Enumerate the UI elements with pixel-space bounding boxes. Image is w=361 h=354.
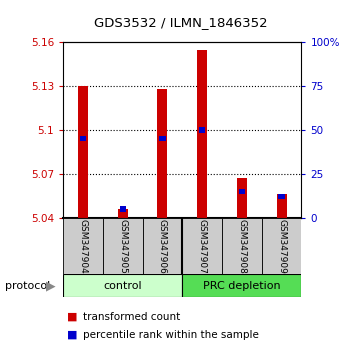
Bar (262, 218, 301, 274)
Bar (159, 136, 166, 142)
Bar (63, 274, 182, 297)
Bar (237, 178, 247, 218)
Text: control: control (104, 281, 142, 291)
Text: ■: ■ (67, 312, 77, 322)
Bar (143, 218, 182, 274)
Text: GSM347905: GSM347905 (118, 218, 127, 274)
Text: PRC depletion: PRC depletion (203, 281, 281, 291)
Bar (119, 206, 126, 212)
Bar (239, 189, 245, 194)
Text: GSM347904: GSM347904 (79, 219, 87, 273)
Text: protocol: protocol (5, 281, 51, 291)
Text: GDS3532 / ILMN_1846352: GDS3532 / ILMN_1846352 (94, 17, 267, 29)
Text: GSM347907: GSM347907 (198, 218, 206, 274)
Text: ■: ■ (67, 330, 77, 339)
Bar (80, 136, 86, 142)
Bar (278, 194, 285, 199)
Bar (182, 274, 301, 297)
Bar (157, 89, 168, 218)
Text: GSM347906: GSM347906 (158, 218, 167, 274)
Bar (222, 218, 262, 274)
Bar (199, 127, 205, 133)
Text: percentile rank within the sample: percentile rank within the sample (83, 330, 259, 339)
Bar (103, 218, 143, 274)
Text: transformed count: transformed count (83, 312, 180, 322)
Text: GSM347909: GSM347909 (277, 218, 286, 274)
Bar (277, 194, 287, 218)
Text: ▶: ▶ (46, 279, 55, 292)
Bar (182, 218, 222, 274)
Bar (78, 86, 88, 218)
Bar (118, 209, 128, 218)
Bar (197, 50, 207, 218)
Bar (63, 218, 103, 274)
Text: GSM347908: GSM347908 (238, 218, 246, 274)
